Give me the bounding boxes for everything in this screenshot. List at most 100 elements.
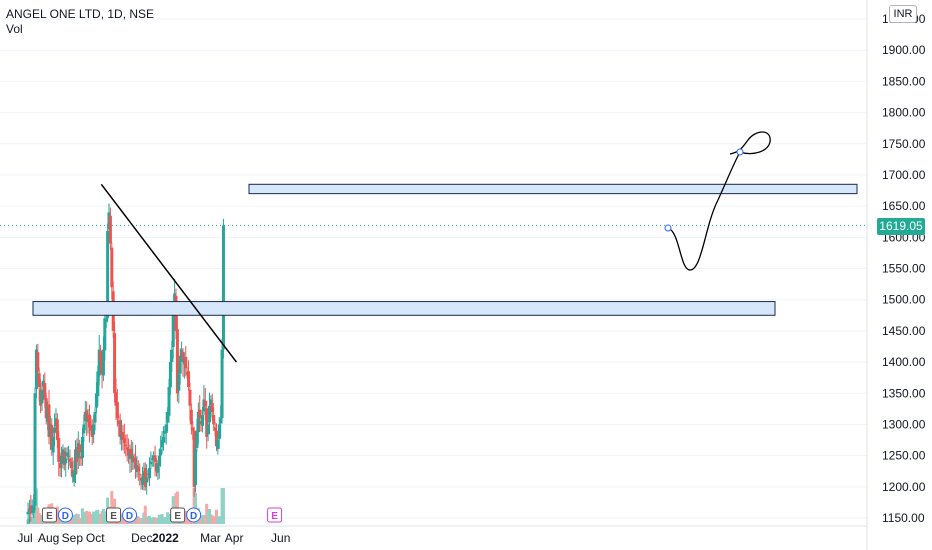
x-tick-label: Jul [17,531,32,545]
candle-body [69,461,73,469]
candle-body [214,430,218,447]
candle-body [164,424,168,434]
projection-path [667,131,771,271]
candle-body [184,357,188,369]
x-tick-label: Oct [86,531,105,545]
candle-body [97,349,101,376]
candle-body [194,449,198,486]
volume-bar [214,509,218,524]
candle-body [212,415,216,425]
candle-body [65,452,69,456]
candle-body [108,215,112,244]
trendline [100,183,238,363]
y-tick-label: 1900.00 [882,43,926,57]
dividend-badge-label: D [126,511,133,522]
candle-body [159,449,163,456]
drawings-layer [0,131,866,363]
candle-body [145,477,149,483]
candle-body [160,440,164,448]
candle-body [138,473,142,475]
candle-body [55,419,59,441]
candle-body [80,436,84,458]
candle-body [101,349,105,376]
candle-body [171,312,175,348]
dividend-badge [57,507,73,523]
anchor-handle [736,148,744,156]
currency-badge[interactable]: INR [889,5,917,23]
candle-body [85,410,89,422]
candle-body [217,424,221,440]
candle-body [196,411,200,433]
candle-body [209,399,213,405]
candle-body [213,427,217,431]
candle-body [201,415,205,426]
resistance-zone [248,183,858,195]
candle-body [78,444,82,453]
candle-body [33,393,37,506]
candle-body [178,355,182,374]
candle-body [161,436,165,443]
candle-body [143,467,147,487]
y-tick-label: 1650.00 [882,199,926,213]
candle-body [60,455,64,464]
chart-legend: ANGEL ONE LTD, 1D, NSE Vol [6,7,154,37]
candle-body [216,440,220,450]
y-tick-label: 1800.00 [882,106,926,120]
candle-body [115,401,119,419]
candle-body [147,468,151,479]
x-tick-label: Dec [131,531,152,545]
candle-body [40,390,44,404]
candle-body [87,414,91,428]
candle-body [208,405,212,423]
candle-body [206,424,210,435]
dividend-badge-label: D [190,511,197,522]
candle-body [168,362,172,388]
y-tick-label: 1700.00 [882,168,926,182]
candle-body [47,404,51,437]
candle-body [72,471,76,482]
candle-body [191,427,195,431]
price-axis: 1150.00 1200.00 1250.00 1300.00 1350.00 1400.… [866,0,926,550]
earnings-badge-label: E [46,511,53,522]
candle-body [103,318,107,351]
candle-body [51,436,55,453]
earnings-badge [267,507,283,523]
candle-body [156,464,160,473]
earnings-badge-label: E [110,511,117,522]
candle-body [53,427,57,433]
time-axis: Jul Aug Sep Oct Dec 2022 Mar Apr Jun [0,525,867,545]
x-tick-label: Aug [38,531,59,545]
candle-body [136,466,140,472]
y-tick-label: 1350.00 [882,386,926,400]
candle-body [74,449,78,475]
candle-body [37,373,41,388]
earnings-badge-label: E [271,511,278,522]
candle-body [104,318,108,322]
candle-body [189,409,193,425]
y-tick-label: 1300.00 [882,417,926,431]
candle-body [93,411,97,423]
candle-body [58,463,62,469]
x-tick-label: Mar [200,531,221,545]
candle-body [99,350,103,363]
candle-body [82,424,86,434]
y-tick-label: 1750.00 [882,137,926,151]
dividend-badge-label: D [62,511,69,522]
y-tick-label: 1850.00 [882,74,926,88]
earnings-badge [41,507,57,523]
x-tick-label: 2022 [152,531,179,545]
candle-body [175,329,179,394]
candle-body [167,387,171,416]
symbol-title[interactable]: ANGEL ONE LTD, 1D, NSE [6,7,155,21]
candle-body [64,458,68,464]
candle-body [219,418,223,424]
candle-body [122,438,126,444]
candle-body [195,430,199,448]
candle-body [57,437,61,462]
candle-body [89,424,93,431]
volume-indicator-label[interactable]: Vol [6,22,23,36]
candle-body [153,455,157,462]
dividend-badge [122,507,138,523]
